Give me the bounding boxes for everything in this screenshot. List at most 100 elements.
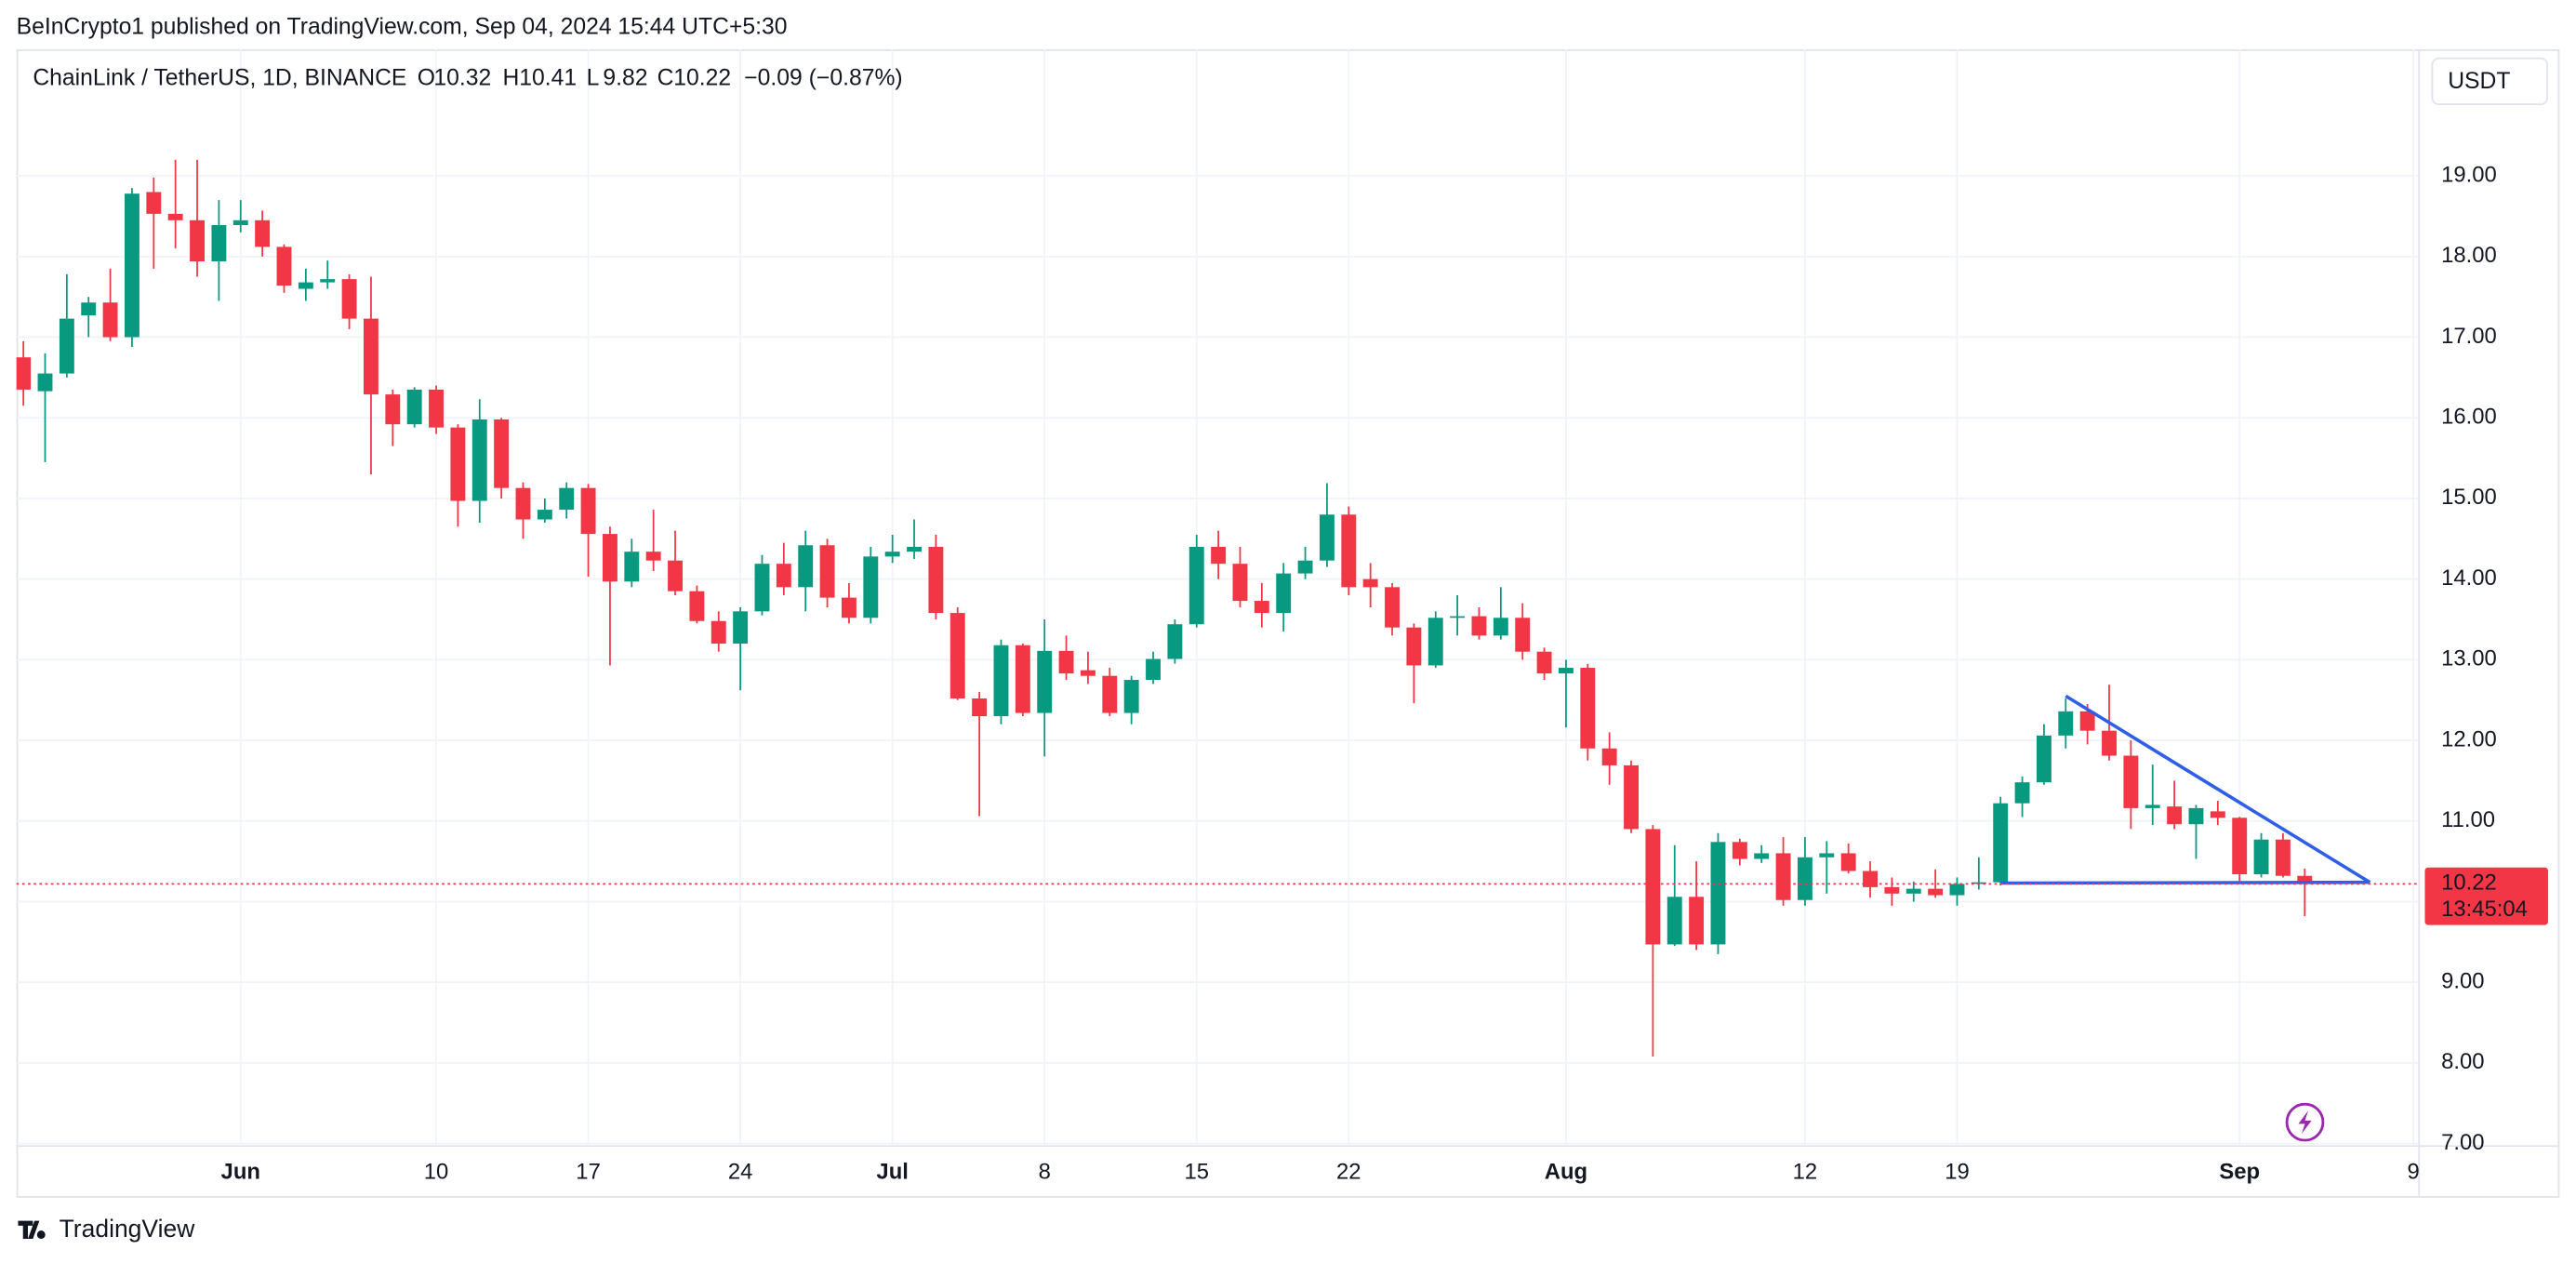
x-tick-label: 22	[1336, 1160, 1361, 1185]
candle-body	[363, 318, 378, 395]
ohlc-key: L	[587, 65, 600, 90]
y-tick-label: 15.00	[2441, 485, 2497, 510]
candle-body	[1905, 888, 1921, 894]
ohlc-value: 9.82	[603, 65, 647, 90]
candle-body	[1211, 546, 1227, 565]
candle-body	[167, 213, 183, 220]
y-tick-label: 17.00	[2441, 324, 2497, 349]
candle-body	[1427, 618, 1443, 666]
y-tick-label: 11.00	[2441, 807, 2495, 832]
candle-body	[1319, 514, 1334, 561]
candle-body	[1797, 857, 1812, 900]
candle-body	[2123, 755, 2139, 808]
candle-body	[949, 613, 965, 698]
candle-body	[1710, 842, 1726, 945]
candle-body	[1450, 616, 1466, 618]
candle-body	[668, 560, 683, 592]
candle-body	[16, 357, 32, 390]
candle-body	[1536, 651, 1552, 674]
candle-body	[1645, 829, 1661, 945]
candle-body	[494, 419, 510, 488]
candle-body	[559, 487, 575, 511]
candle-body	[2144, 804, 2160, 808]
change-value: −0.09 (−0.87%)	[744, 65, 902, 90]
price-label: 10.22	[2441, 871, 2497, 896]
candle-body	[255, 219, 271, 247]
x-tick-label: 10	[424, 1160, 449, 1185]
y-tick-label: 12.00	[2441, 726, 2497, 751]
y-tick-label: 7.00	[2441, 1130, 2484, 1155]
candle-body	[211, 225, 227, 262]
brand-name[interactable]: TradingView	[60, 1215, 196, 1243]
x-tick-label: 17	[576, 1160, 601, 1185]
candle-body	[819, 545, 835, 598]
candle-body	[624, 552, 640, 582]
candle-body	[972, 698, 988, 717]
candle-body	[2167, 806, 2183, 825]
candle-body	[1666, 897, 1682, 945]
candle-body	[710, 620, 726, 645]
brand-logo[interactable]: TradingView	[18, 1215, 195, 1243]
candle-body	[1993, 803, 2009, 883]
y-tick-label: 9.00	[2441, 968, 2484, 993]
candle-body	[1276, 573, 1292, 614]
candle-body	[406, 389, 422, 425]
candle-body	[1471, 616, 1487, 636]
candle-body	[689, 591, 705, 621]
x-tick-label: 24	[728, 1160, 753, 1185]
candle-body	[276, 246, 292, 286]
alert-icon[interactable]	[2285, 1102, 2325, 1142]
y-tick-label: 16.00	[2441, 405, 2497, 430]
candle-body	[1254, 601, 1269, 614]
candle-body	[2232, 818, 2248, 874]
candle-body	[146, 192, 162, 214]
candle-body	[515, 487, 531, 520]
y-tick-label: 19.00	[2441, 162, 2497, 187]
candle-body	[2275, 839, 2291, 876]
candle-body	[450, 427, 466, 501]
candle-body	[81, 302, 97, 316]
currency-label[interactable]: USDT	[2448, 69, 2510, 94]
candle-body	[537, 510, 552, 520]
candle-body	[1015, 645, 1030, 713]
candle-body	[1558, 668, 1573, 674]
candle-body	[928, 546, 944, 614]
x-tick-label: Aug	[1545, 1160, 1587, 1185]
x-tick-label: 15	[1184, 1160, 1209, 1185]
candle-body	[580, 487, 596, 535]
candle-body	[1058, 650, 1074, 674]
candle-body	[1884, 886, 1900, 894]
candle-body	[37, 373, 53, 392]
candle-body	[1102, 675, 1118, 713]
candle-body	[320, 279, 336, 283]
candle-body	[2253, 839, 2269, 874]
price-label-box	[2424, 867, 2548, 925]
candle-body	[1689, 897, 1705, 945]
candle-body	[841, 597, 856, 618]
candle-body	[1385, 587, 1400, 628]
publish-info: BeInCrypto1 published on TradingView.com…	[17, 15, 788, 40]
candle-body	[1167, 624, 1183, 659]
candle-body	[2036, 735, 2052, 783]
candle-body	[2297, 875, 2313, 884]
candle-body	[471, 419, 487, 501]
candle-body	[1624, 764, 1639, 830]
currency-button[interactable]	[2431, 57, 2548, 106]
candle-body	[1493, 618, 1508, 636]
candle-body	[1601, 748, 1617, 765]
candle-body	[1819, 853, 1835, 858]
trend-line	[2065, 694, 2371, 884]
candle-body	[754, 564, 770, 612]
candle-body	[59, 318, 74, 374]
candle-body	[884, 552, 900, 557]
candle-body	[798, 545, 814, 588]
candle-body	[1515, 618, 1531, 652]
x-tick-label: Jul	[876, 1160, 908, 1185]
candle-body	[1406, 627, 1422, 666]
candle-body	[1754, 853, 1770, 859]
ohlc-key: O	[418, 65, 435, 90]
x-tick-label: Sep	[2219, 1160, 2260, 1185]
symbol-title: ChainLink / TetherUS, 1D, BINANCE	[33, 65, 406, 90]
candle-body	[1732, 842, 1747, 859]
